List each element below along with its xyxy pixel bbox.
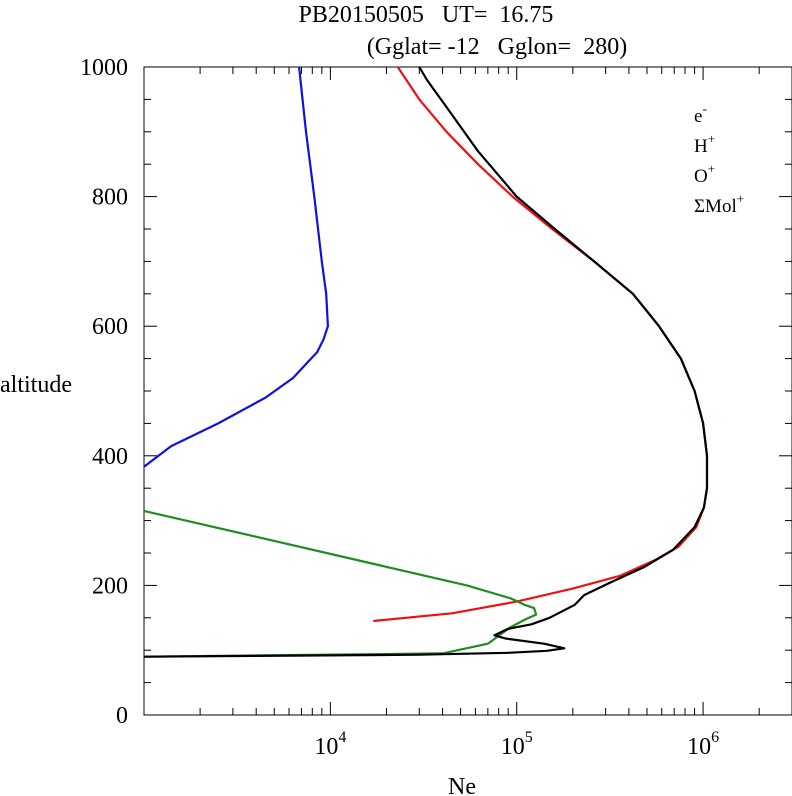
legend-entry-h: H+ [694, 131, 715, 157]
legend-entry-o: O+ [694, 161, 715, 187]
x-tick-labels: 104 105 106 [314, 729, 719, 760]
series-line-o [373, 66, 709, 623]
x-tick-label: 106 [687, 729, 719, 760]
y-tick-labels: 0 200 400 600 800 1000 [80, 55, 128, 729]
legend: e- H+ O+ ΣMol+ [694, 101, 744, 217]
y-tick-label: 600 [92, 314, 128, 340]
tick-marks [143, 66, 792, 716]
x-axis-label: Ne [448, 774, 476, 796]
x-tick-label: 105 [501, 729, 533, 760]
x-tick-label: 104 [314, 729, 346, 760]
legend-entry-e: e- [694, 101, 707, 127]
y-tick-label: 400 [92, 444, 128, 470]
y-axis-label: altitude [0, 372, 72, 398]
series-lines [143, 66, 709, 658]
legend-entry-mol: ΣMol+ [694, 191, 744, 217]
series-line-e [143, 66, 709, 658]
chart-title-line1: PB20150505 UT= 16.75 [299, 2, 554, 28]
y-tick-label: 200 [92, 573, 128, 599]
y-tick-label: 800 [92, 185, 128, 211]
chart-title-line2: (Gglat= -12 Gglon= 280) [367, 34, 627, 60]
y-tick-label: 0 [116, 703, 128, 729]
y-tick-label: 1000 [80, 55, 128, 81]
series-line-h [143, 66, 329, 468]
series-line-mol [143, 509, 538, 658]
